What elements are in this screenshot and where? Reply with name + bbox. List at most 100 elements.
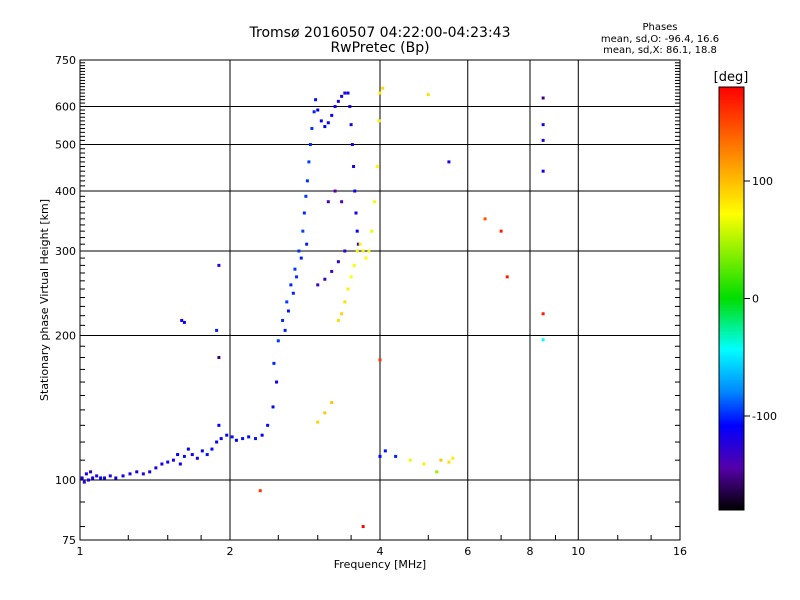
colorbar-gradient bbox=[719, 87, 744, 510]
data-point bbox=[305, 242, 309, 246]
data-point bbox=[439, 458, 443, 462]
data-point bbox=[355, 249, 359, 253]
data-point bbox=[541, 96, 545, 100]
data-point bbox=[217, 355, 221, 359]
data-point bbox=[230, 435, 234, 439]
x-tick-label: 16 bbox=[673, 545, 687, 558]
data-point bbox=[217, 263, 221, 267]
data-point bbox=[378, 358, 382, 362]
data-point bbox=[299, 256, 303, 260]
data-point bbox=[378, 454, 382, 458]
x-tick-label: 10 bbox=[571, 545, 585, 558]
data-point bbox=[103, 476, 107, 480]
data-point bbox=[99, 476, 103, 480]
data-point bbox=[349, 123, 353, 127]
data-point bbox=[285, 300, 289, 304]
data-point bbox=[323, 411, 327, 415]
data-point bbox=[108, 474, 112, 478]
data-point bbox=[171, 458, 175, 462]
data-point bbox=[343, 91, 347, 95]
phases-stat-o: mean, sd,O: -96.4, 16.6 bbox=[600, 34, 720, 45]
data-point bbox=[200, 449, 204, 453]
data-point bbox=[281, 318, 285, 322]
data-point bbox=[302, 211, 306, 215]
x-tick-label: 4 bbox=[377, 545, 384, 558]
data-point bbox=[330, 401, 334, 405]
data-point bbox=[289, 283, 293, 287]
y-tick-label: 100 bbox=[55, 474, 76, 487]
data-point bbox=[348, 105, 352, 109]
data-point bbox=[367, 249, 371, 253]
data-point bbox=[301, 229, 305, 233]
data-point bbox=[343, 249, 347, 253]
x-tick-label: 6 bbox=[464, 545, 471, 558]
data-point bbox=[286, 309, 290, 313]
data-point bbox=[95, 474, 99, 478]
data-point bbox=[283, 328, 287, 332]
chart-subtitle: RwPretec (Bp) bbox=[330, 40, 430, 56]
data-point bbox=[336, 260, 340, 264]
data-point bbox=[375, 164, 379, 168]
data-point bbox=[330, 269, 334, 273]
data-point bbox=[541, 123, 545, 127]
data-point bbox=[340, 312, 344, 316]
data-point bbox=[499, 229, 503, 233]
phases-stat-x: mean, sd,X: 86.1, 18.8 bbox=[603, 45, 717, 56]
data-point bbox=[343, 300, 347, 304]
data-point bbox=[304, 194, 308, 198]
data-point bbox=[154, 466, 158, 470]
axes-layer: 1 2 4 6 8 10 16 75 100 200 300 400 500 600 750 Frequenc… bbox=[38, 54, 687, 571]
data-point bbox=[182, 320, 186, 324]
data-point bbox=[435, 470, 439, 474]
data-point bbox=[276, 339, 280, 343]
data-point bbox=[336, 318, 340, 322]
colorbar: [deg] 100 0 -100 bbox=[714, 70, 777, 511]
data-point bbox=[483, 217, 487, 221]
data-point bbox=[258, 489, 262, 493]
data-point bbox=[383, 449, 387, 453]
data-point bbox=[260, 433, 264, 437]
data-point bbox=[333, 189, 337, 193]
data-point bbox=[422, 462, 426, 466]
y-tick-label: 400 bbox=[55, 185, 76, 198]
data-point bbox=[234, 438, 238, 442]
data-point bbox=[373, 200, 377, 204]
data-point bbox=[160, 462, 164, 466]
data-point bbox=[266, 423, 270, 427]
data-point bbox=[135, 470, 139, 474]
data-point bbox=[541, 312, 545, 316]
data-point bbox=[340, 200, 344, 204]
data-point bbox=[215, 328, 219, 332]
data-point bbox=[121, 474, 125, 478]
data-point bbox=[323, 277, 327, 281]
x-axis-label: Frequency [MHz] bbox=[334, 558, 426, 571]
data-point bbox=[346, 91, 350, 95]
data-point bbox=[326, 200, 330, 204]
data-point bbox=[178, 462, 182, 466]
data-point bbox=[180, 318, 184, 322]
data-point bbox=[305, 179, 309, 183]
data-point bbox=[291, 291, 295, 295]
data-point bbox=[316, 420, 320, 424]
data-point bbox=[370, 229, 374, 233]
data-point bbox=[316, 283, 320, 287]
data-point bbox=[225, 433, 229, 437]
data-point bbox=[219, 437, 223, 441]
y-axis-label: Stationary phase Virtual Height [km] bbox=[38, 199, 51, 401]
data-point bbox=[186, 447, 190, 451]
data-point bbox=[141, 472, 145, 476]
data-point bbox=[293, 267, 297, 271]
data-point bbox=[352, 263, 356, 267]
y-tick-label: 750 bbox=[55, 54, 76, 67]
data-point bbox=[541, 338, 545, 342]
data-point bbox=[307, 160, 311, 164]
data-point bbox=[312, 110, 316, 114]
data-point bbox=[297, 249, 301, 253]
y-tick-label: 300 bbox=[55, 245, 76, 258]
data-point bbox=[316, 108, 320, 112]
data-point bbox=[340, 94, 344, 98]
x-tick-label: 1 bbox=[77, 545, 84, 558]
data-point bbox=[354, 211, 358, 215]
data-point bbox=[353, 189, 357, 193]
